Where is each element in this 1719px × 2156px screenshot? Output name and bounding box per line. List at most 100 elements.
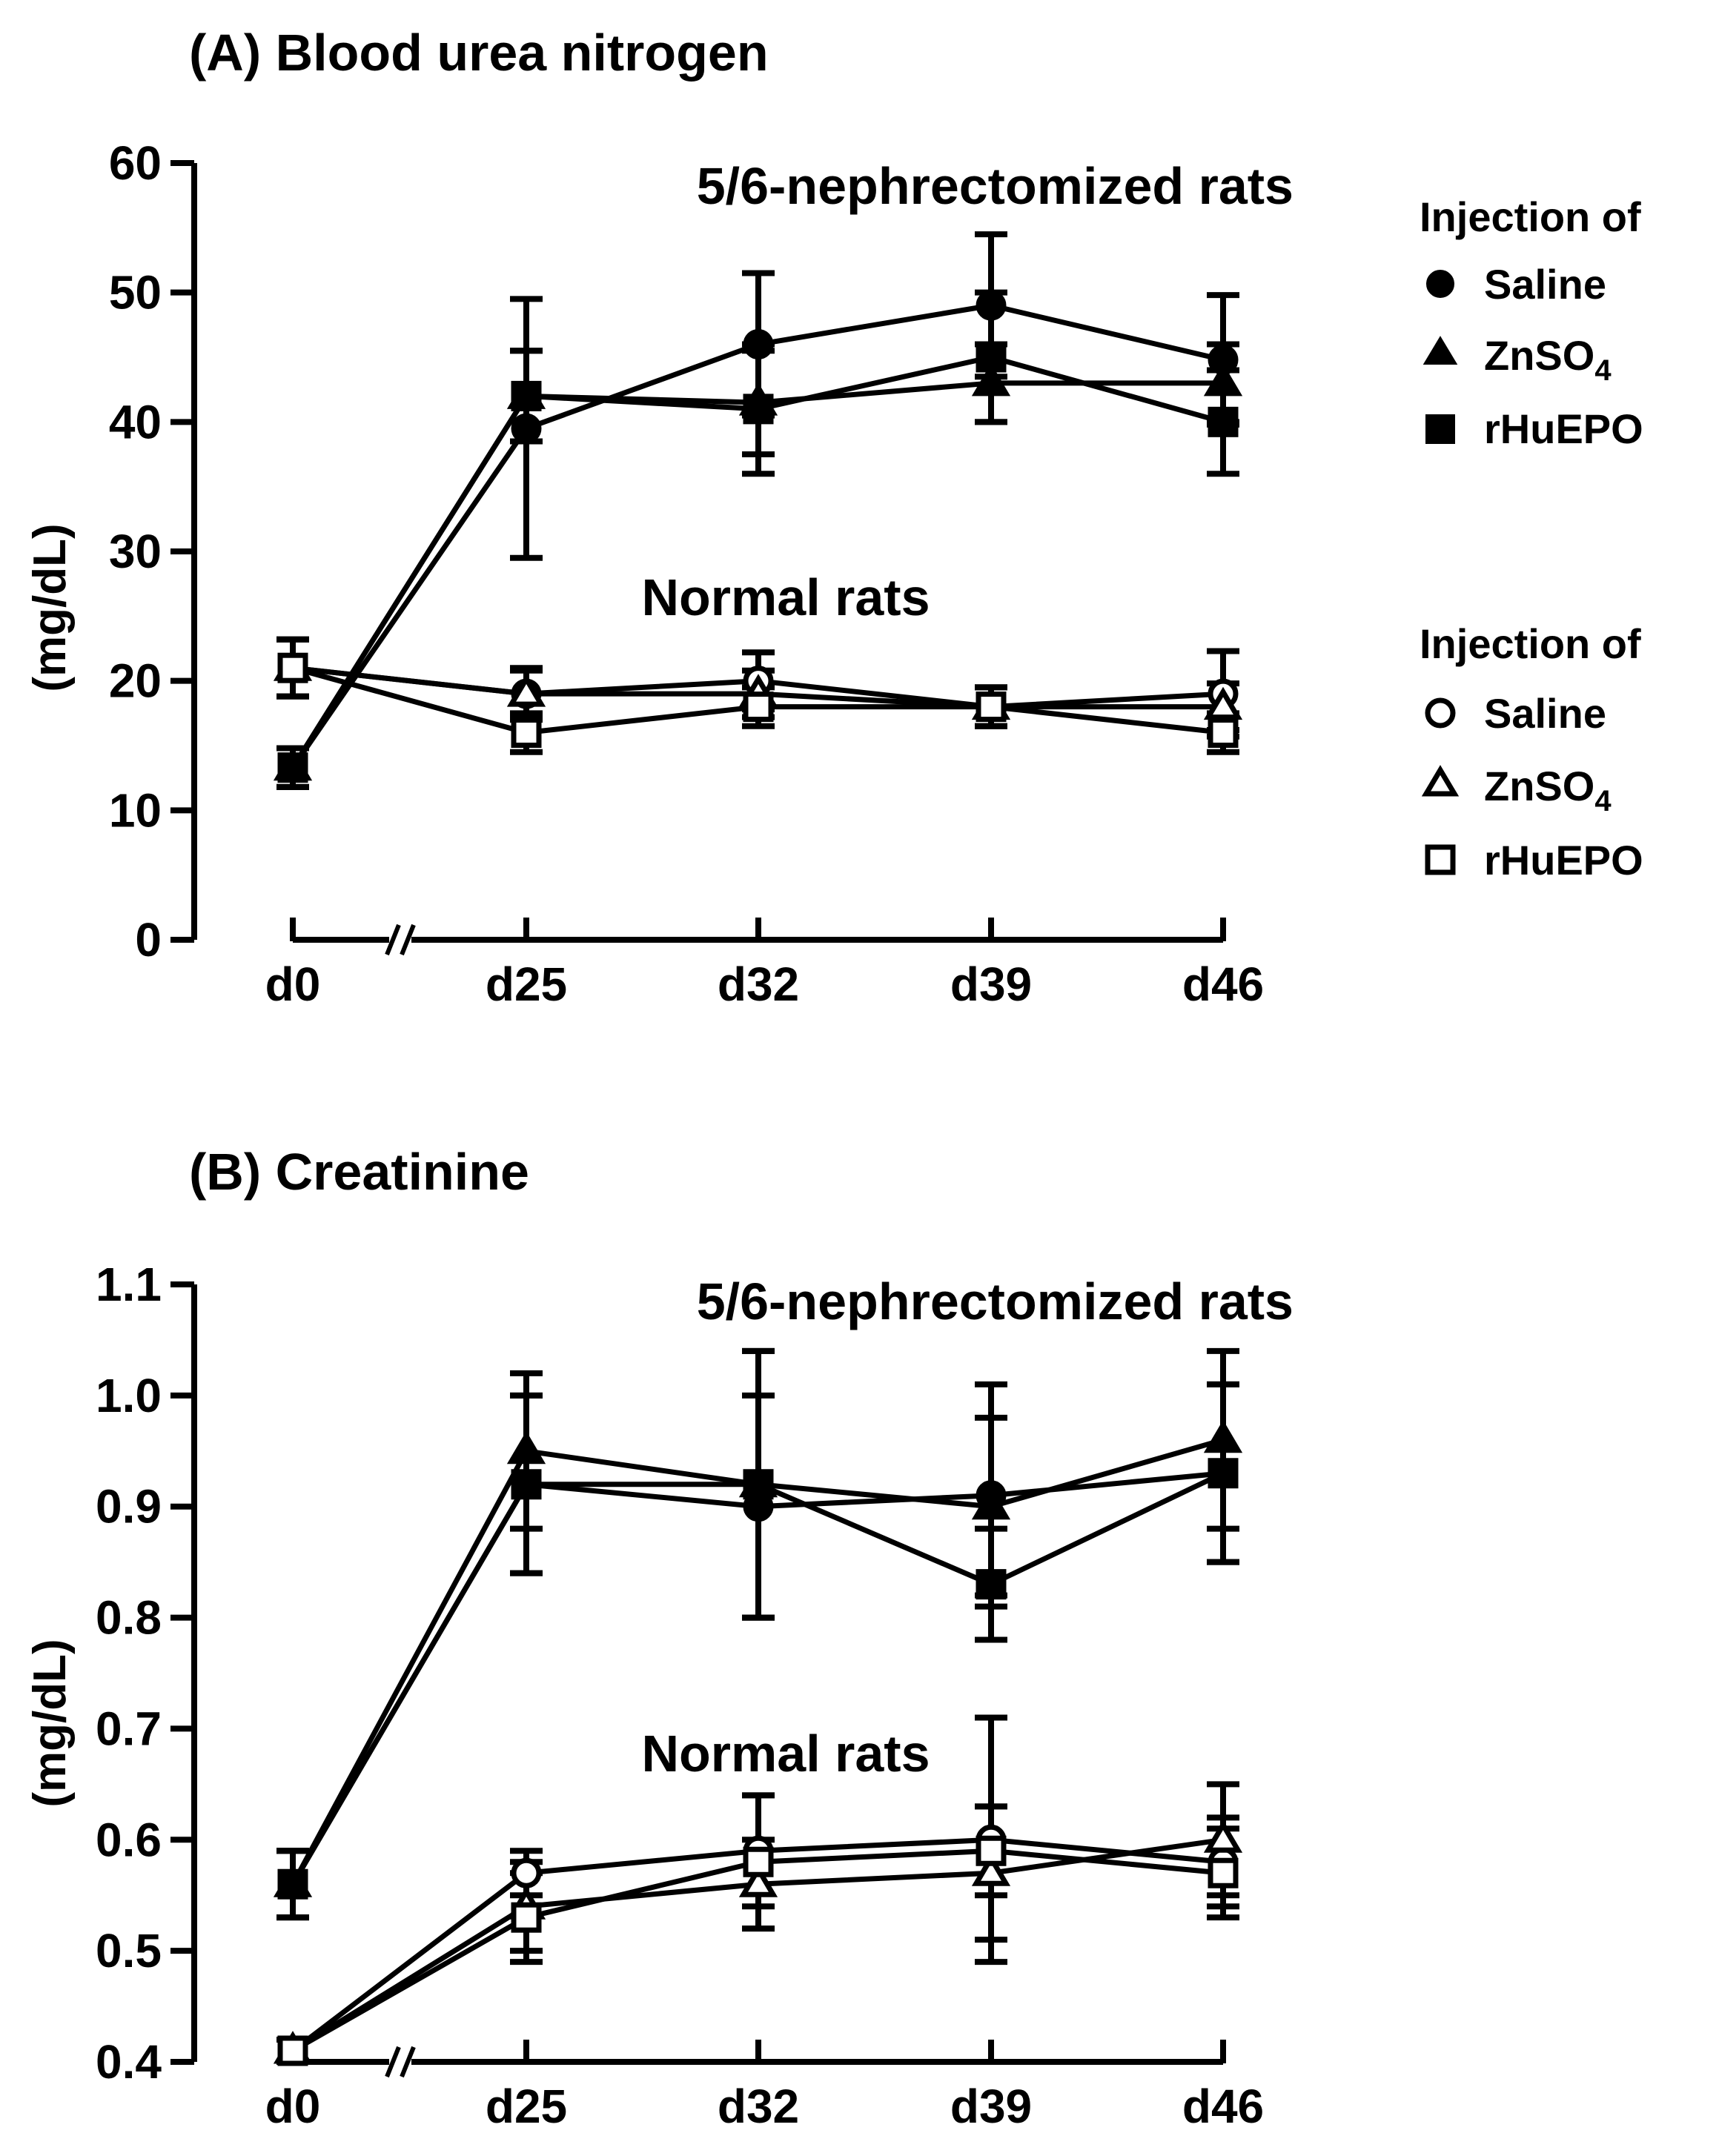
panel-a-axes: 0 10 20 30 40 50 60 d0 d25 d32 d39 d46 [109, 136, 1264, 1011]
panel-a-point-znso4-5-6-nephrectomized-d39 [971, 363, 1011, 397]
panel-b-x-tick-label-d39: d39 [950, 2080, 1032, 2133]
panel-b-point-znso4-5-6-nephrectomized-d39 [971, 1486, 1011, 1520]
panel-b-point-rhuepo-5-6-nephrectomized-d32 [743, 1469, 774, 1500]
legend-item-label-subscript: 4 [1594, 354, 1612, 387]
panel-b-axis-break-mark [400, 2046, 416, 2078]
panel-b-point-znso4-5-6-nephrectomized-d25 [506, 1430, 546, 1465]
panel-a-point-rhuepo-normal-d25 [511, 717, 542, 749]
legend-item-rhuepo-open: rHuEPO [1425, 837, 1643, 883]
panel-a: (A) Blood urea nitrogen (mg/dL) 5/6-neph… [24, 24, 1294, 1011]
panel-b-point-znso4-5-6-nephrectomized-d46 [1203, 1419, 1243, 1453]
legend-item-znso4-filled: ZnSO4 [1422, 332, 1612, 387]
panel-a-point-rhuepo-normal-d0 [277, 652, 308, 683]
legend-item-saline-open: Saline [1425, 690, 1606, 737]
panel-b-point-rhuepo-normal-d0 [277, 2035, 308, 2066]
panel-b-y-tick-label: 0.7 [96, 1702, 162, 1755]
legend-heading-normal: Injection of [1420, 620, 1641, 667]
panel-a-normal-label: Normal rats [641, 568, 930, 626]
panel-b-point-rhuepo-normal-d39 [976, 1835, 1007, 1866]
panel-a-axis-break-mark [400, 923, 416, 956]
panel-a-point-rhuepo-5-6-nephrectomized-d32 [743, 394, 774, 425]
panel-a-x-tick-label-d0: d0 [265, 958, 321, 1011]
legend-open-triangle-marker [1421, 765, 1460, 797]
legend-item-rhuepo-filled: rHuEPO [1425, 405, 1643, 452]
panel-b-y-axis-label: (mg/dL) [24, 1639, 76, 1807]
legend-heading-nephrectomized: Injection of [1420, 193, 1641, 240]
legend-filled-triangle-marker [1422, 336, 1458, 365]
panel-a-y-tick-label: 0 [135, 913, 162, 966]
legend-item-label-main: ZnSO [1484, 332, 1594, 379]
panel-a-point-rhuepo-5-6-nephrectomized-d25 [511, 380, 542, 411]
legend-open-square-marker [1425, 844, 1456, 875]
panel-b-axis-break-mark [385, 2046, 401, 2078]
legend-item-label: rHuEPO [1484, 837, 1643, 883]
panel-a-point-rhuepo-5-6-nephrectomized-d46 [1208, 406, 1239, 437]
panel-b-x-tick-label-d46: d46 [1182, 2080, 1264, 2133]
panel-a-point-saline-5-6-nephrectomized-d39 [976, 290, 1007, 321]
panel-b-point-znso4-normal-d39 [971, 1853, 1011, 1886]
panel-a-title: (A) Blood urea nitrogen [189, 24, 769, 82]
legend-item-label: ZnSO4 [1484, 763, 1612, 817]
panel-a-point-rhuepo-normal-d46 [1208, 717, 1239, 749]
panel-a-x-tick-label-d25: d25 [486, 958, 567, 1011]
panel-b-point-rhuepo-normal-d25 [511, 1902, 542, 1933]
panel-a-point-saline-5-6-nephrectomized-d25 [511, 413, 542, 444]
panel-b-axes: 0.4 0.5 0.6 0.7 0.8 0.9 1.0 1.1 d0 d25 d32 d39 d46 [96, 1258, 1264, 2133]
panel-b-point-saline-normal-d25 [511, 1857, 542, 1888]
panel-b-point-rhuepo-5-6-nephrectomized-d0 [277, 1868, 308, 1900]
legend-item-znso4-open: ZnSO4 [1421, 763, 1612, 817]
panel-b-point-znso4-normal-d32 [738, 1864, 778, 1897]
legend-item-saline-filled: Saline [1426, 261, 1606, 308]
legend-item-label: ZnSO4 [1484, 332, 1612, 387]
panel-a-y-tick-label: 60 [109, 136, 162, 190]
panel-a-x-tick-label-d39: d39 [950, 958, 1032, 1011]
panel-b-nephrectomized-label: 5/6-nephrectomized rats [697, 1273, 1294, 1330]
panel-a-data [273, 231, 1243, 790]
panel-b-y-tick-label: 0.5 [96, 1924, 162, 1977]
panel-a-y-tick-label: 10 [109, 783, 162, 837]
panel-a-nephrectomized-label: 5/6-nephrectomized rats [697, 157, 1294, 215]
panel-b-y-tick-label: 1.1 [96, 1258, 162, 1311]
panel-a-point-rhuepo-5-6-nephrectomized-d0 [277, 752, 308, 783]
panel-a-point-znso4-normal-d25 [506, 674, 546, 707]
panel-a-x-tick-label-d46: d46 [1182, 958, 1264, 1011]
panel-a-point-rhuepo-normal-d39 [976, 691, 1007, 723]
panel-a-point-rhuepo-normal-d32 [743, 691, 774, 723]
panel-a-y-tick-label: 30 [109, 525, 162, 578]
panel-a-point-saline-5-6-nephrectomized-d32 [743, 329, 774, 360]
legend-item-label: Saline [1484, 690, 1606, 737]
panel-b-point-rhuepo-5-6-nephrectomized-d46 [1208, 1458, 1239, 1489]
panel-b-x-tick-label-d32: d32 [718, 2080, 799, 2133]
panel-b-y-tick-label: 0.6 [96, 1813, 162, 1866]
legend-open-circle-marker [1425, 697, 1456, 729]
legend-item-label: Saline [1484, 261, 1606, 308]
panel-b: (B) Creatinine (mg/dL) 5/6-nephrectomize… [24, 1143, 1294, 2133]
legend-item-label-subscript: 4 [1594, 785, 1612, 817]
panel-a-y-tick-label: 50 [109, 266, 162, 319]
panel-b-data [273, 1347, 1243, 2066]
panel-b-y-tick-label: 1.0 [96, 1369, 162, 1422]
panel-b-point-rhuepo-5-6-nephrectomized-d39 [976, 1569, 1007, 1600]
panel-a-axis-break-mark [385, 923, 401, 956]
panel-b-point-rhuepo-5-6-nephrectomized-d25 [511, 1469, 542, 1500]
panel-b-point-rhuepo-normal-d46 [1208, 1857, 1239, 1888]
legend: Injection of Saline ZnSO4 rHuEPO Injecti… [1420, 193, 1643, 883]
panel-a-point-znso4-normal-d46 [1203, 686, 1243, 720]
panel-b-y-tick-label: 0.9 [96, 1480, 162, 1533]
legend-item-label: rHuEPO [1484, 405, 1643, 452]
panel-a-point-rhuepo-5-6-nephrectomized-d39 [976, 342, 1007, 373]
legend-item-label-main: ZnSO [1484, 763, 1594, 809]
legend-filled-square-marker [1425, 414, 1455, 444]
panel-b-y-tick-label: 0.4 [96, 2035, 162, 2089]
panel-a-y-tick-label: 40 [109, 395, 162, 448]
panel-a-y-axis-label: (mg/dL) [24, 523, 76, 691]
panel-b-title: (B) Creatinine [189, 1143, 529, 1201]
panel-b-point-rhuepo-normal-d32 [743, 1846, 774, 1877]
legend-filled-circle-marker [1426, 270, 1454, 298]
panel-b-y-tick-label: 0.8 [96, 1591, 162, 1645]
panel-b-normal-label: Normal rats [641, 1725, 930, 1782]
panel-b-point-znso4-normal-d46 [1203, 1820, 1243, 1853]
panel-b-x-tick-label-d25: d25 [486, 2080, 567, 2133]
panel-a-x-tick-label-d32: d32 [718, 958, 799, 1011]
